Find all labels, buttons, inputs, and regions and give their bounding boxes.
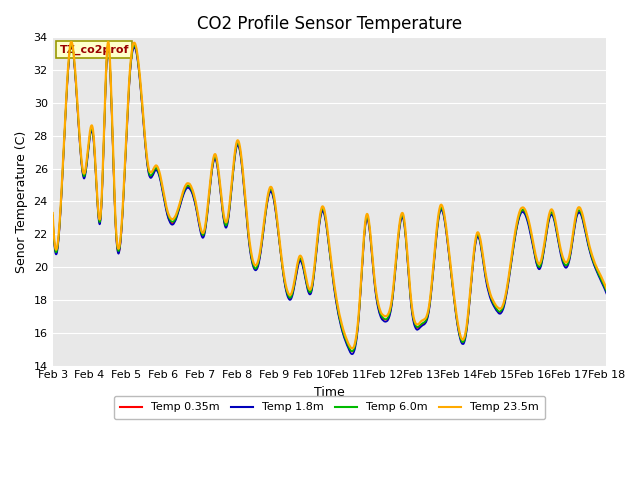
Temp 23.5m (115, 246, 122, 252)
Temp 23.5m (365, 216, 372, 221)
Line: Temp 6.0m: Temp 6.0m (52, 44, 606, 351)
Temp 1.8m (92, 175, 100, 180)
Temp 6.0m (365, 217, 372, 223)
Temp 1.8m (348, 351, 356, 357)
Temp 0.35m (284, 293, 292, 299)
Temp 6.0m (92, 172, 100, 178)
Temp 6.0m (602, 288, 610, 294)
Line: Temp 23.5m: Temp 23.5m (52, 42, 606, 348)
Temp 23.5m (49, 210, 56, 216)
Temp 23.5m (348, 346, 356, 351)
Temp 1.8m (115, 251, 122, 257)
Temp 1.8m (305, 291, 313, 297)
Temp 0.35m (115, 250, 122, 255)
Temp 0.35m (49, 213, 56, 219)
Temp 23.5m (602, 286, 610, 291)
Temp 23.5m (305, 287, 313, 292)
Temp 6.0m (115, 248, 122, 254)
X-axis label: Time: Time (314, 386, 345, 399)
Temp 6.0m (68, 41, 76, 47)
Temp 6.0m (49, 213, 56, 218)
Title: CO2 Profile Sensor Temperature: CO2 Profile Sensor Temperature (197, 15, 462, 33)
Temp 6.0m (296, 256, 303, 262)
Y-axis label: Senor Temperature (C): Senor Temperature (C) (15, 131, 28, 273)
Temp 0.35m (296, 257, 303, 263)
Legend: Temp 0.35m, Temp 1.8m, Temp 6.0m, Temp 23.5m: Temp 0.35m, Temp 1.8m, Temp 6.0m, Temp 2… (113, 396, 545, 419)
Temp 0.35m (104, 43, 112, 48)
Temp 0.35m (348, 349, 356, 355)
Line: Temp 0.35m: Temp 0.35m (52, 46, 606, 352)
Temp 23.5m (284, 289, 292, 295)
Temp 6.0m (305, 289, 313, 295)
Temp 0.35m (92, 166, 99, 171)
Temp 1.8m (365, 220, 372, 226)
Temp 1.8m (284, 295, 292, 300)
Temp 1.8m (68, 44, 76, 50)
Temp 1.8m (296, 259, 303, 264)
Temp 1.8m (49, 215, 56, 221)
Temp 0.35m (365, 219, 372, 225)
Temp 6.0m (284, 292, 292, 298)
Temp 23.5m (92, 163, 99, 168)
Text: TZ_co2prof: TZ_co2prof (60, 44, 129, 55)
Temp 6.0m (348, 348, 356, 354)
Temp 0.35m (602, 289, 610, 295)
Temp 23.5m (296, 253, 303, 259)
Temp 23.5m (104, 39, 112, 45)
Temp 0.35m (305, 290, 313, 296)
Line: Temp 1.8m: Temp 1.8m (52, 47, 606, 354)
Temp 1.8m (602, 290, 610, 296)
